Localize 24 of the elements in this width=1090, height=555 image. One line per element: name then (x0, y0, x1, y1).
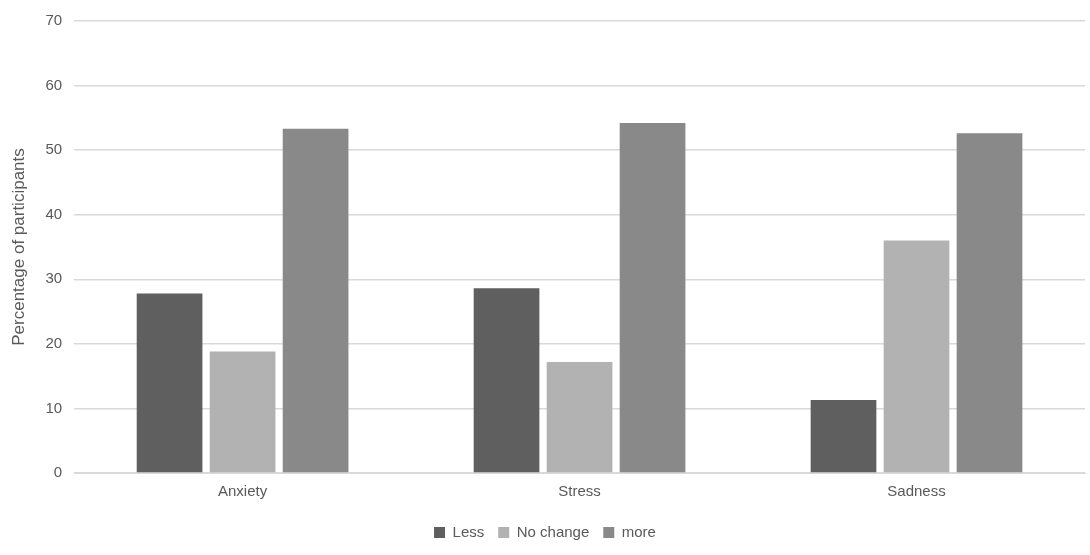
bar (810, 400, 877, 473)
bar (473, 288, 540, 473)
y-tick-label: 40 (45, 204, 63, 222)
bar (282, 128, 349, 473)
bar (956, 133, 1023, 473)
legend-label: Less (452, 522, 485, 540)
x-tick-label: Stress (558, 482, 601, 500)
bar (136, 293, 203, 473)
bar (209, 351, 276, 473)
y-tick-label: 70 (45, 11, 63, 29)
x-tick-label: Anxiety (217, 482, 268, 500)
y-tick-label: 50 (45, 140, 63, 158)
y-tick-label: 10 (45, 398, 63, 416)
y-tick-label: 60 (45, 75, 63, 93)
y-tick-label: 30 (45, 269, 63, 287)
x-tick-label: Sadness (887, 482, 946, 500)
legend-label: No change (516, 522, 590, 540)
y-axis-title: Percentage of participants (8, 148, 28, 346)
legend-label: more (621, 522, 656, 540)
y-tick-label: 20 (45, 334, 63, 351)
bar (619, 123, 686, 473)
bar (883, 240, 950, 473)
bar (546, 361, 613, 473)
y-tick-label: 0 (53, 463, 63, 481)
